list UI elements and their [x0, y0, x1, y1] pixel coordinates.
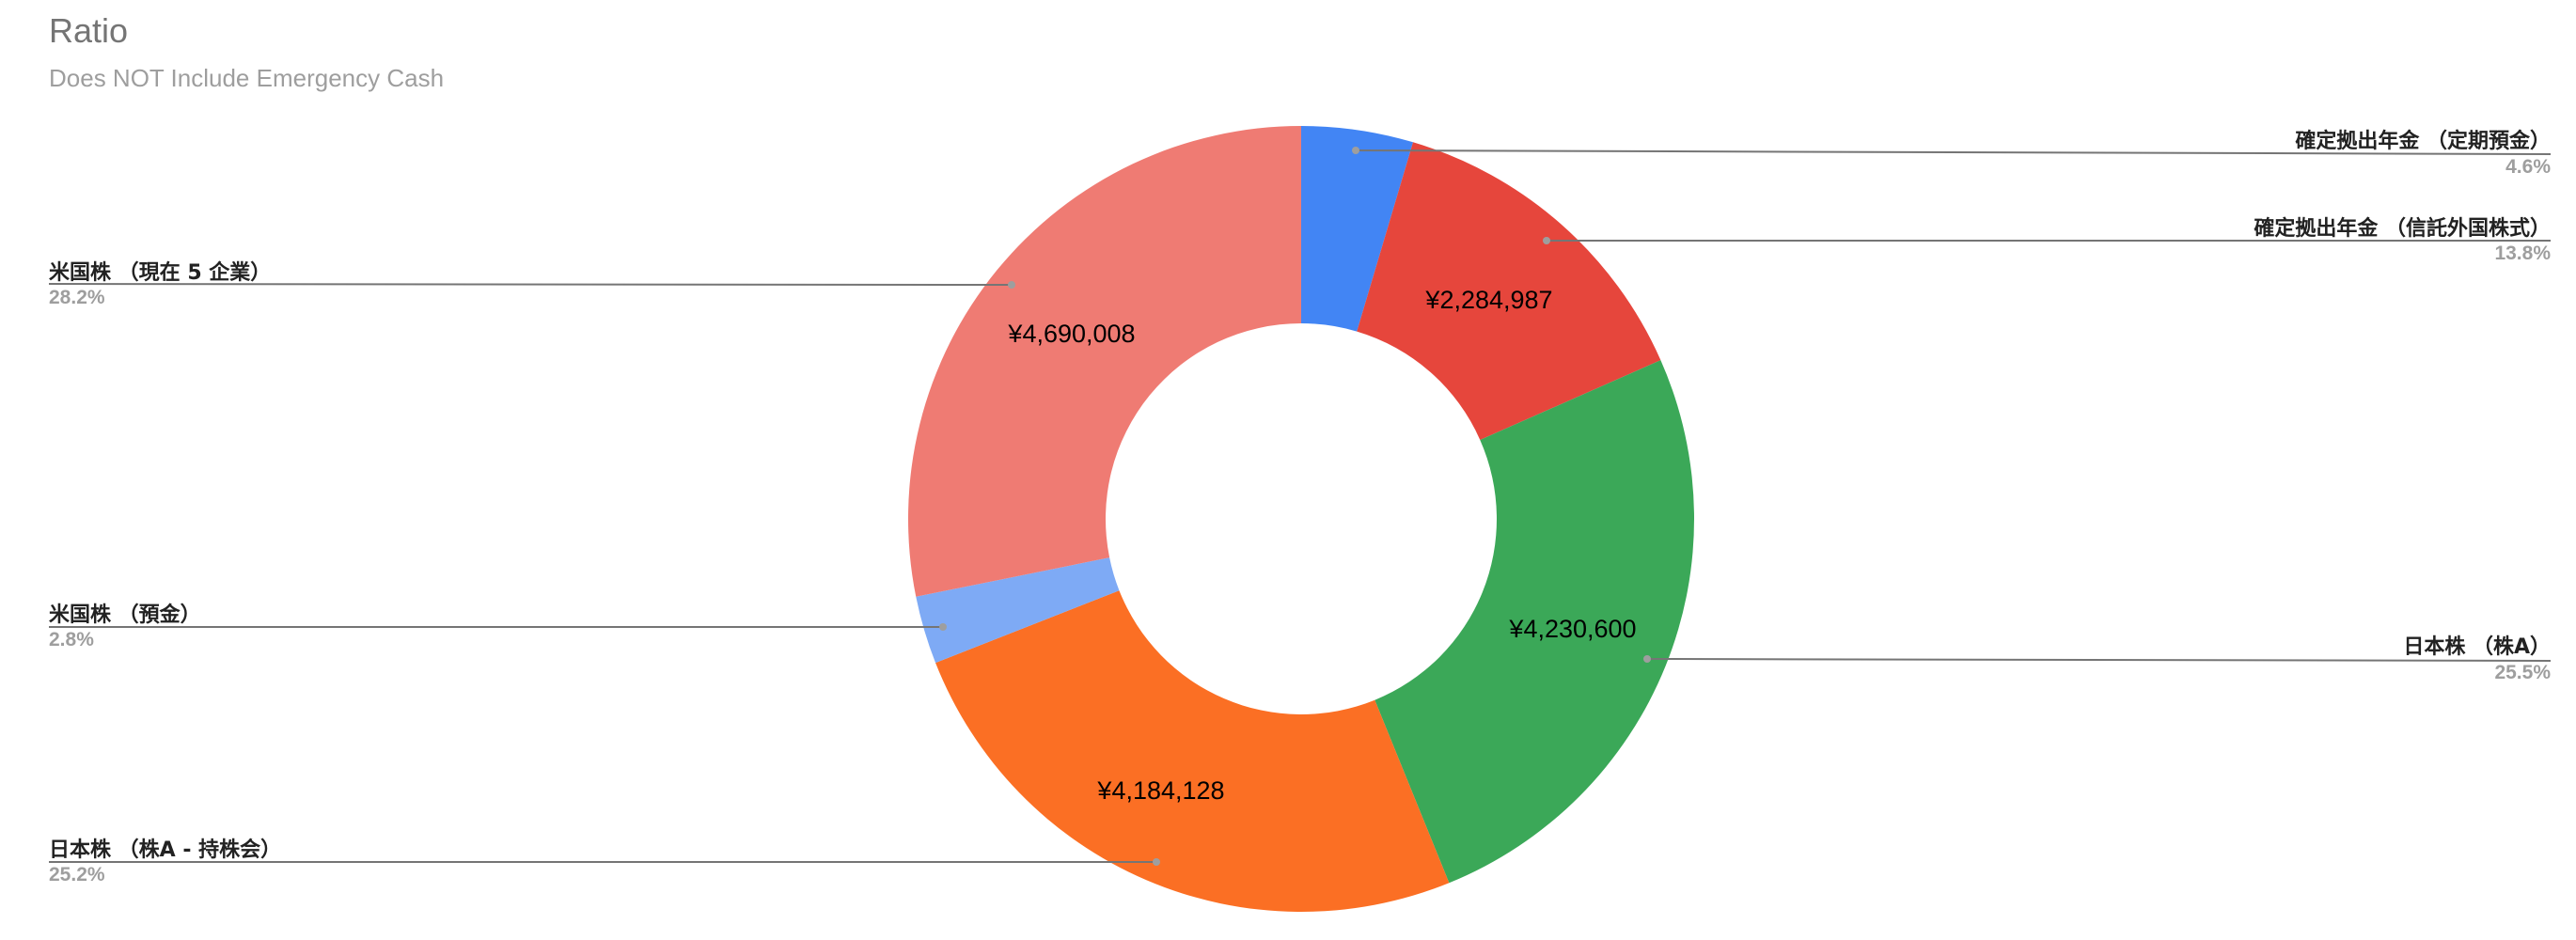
leader-dots: [939, 147, 1651, 866]
legend-label-yokin: 米国株 （預金）: [49, 603, 201, 627]
value-label-us5: ¥4,690,008: [1007, 320, 1135, 348]
legend-pct-teiki: 4.6%: [2505, 156, 2551, 178]
chart-title: Ratio: [49, 11, 129, 50]
legend-label-mochikabu: 日本株 （株A - 持株会）: [49, 838, 282, 862]
donut-slice[interactable]: [1301, 126, 1414, 332]
legend-label-kabuA: 日本株 （株A）: [2403, 635, 2551, 659]
legend-label-shintaku: 確定拠出年金 （信託外国株式）: [2254, 217, 2551, 241]
donut-slice[interactable]: [1374, 360, 1694, 884]
value-label-mochikabu: ¥4,184,128: [1096, 776, 1224, 805]
legend-pct-us5: 28.2%: [49, 287, 105, 308]
chart-subtitle: Does NOT Include Emergency Cash: [49, 64, 445, 92]
legend-pct-mochikabu: 25.2%: [49, 864, 105, 885]
legend-label-teiki: 確定拠出年金 （定期預金）: [2295, 130, 2551, 153]
leader-line-teiki: [1355, 149, 2552, 155]
leader-line-us5: [48, 283, 1013, 286]
value-label-shintaku: ¥2,284,987: [1424, 286, 1552, 314]
value-label-kabuA: ¥4,230,600: [1508, 615, 1636, 643]
leader-line-kabuA: [1646, 658, 2552, 662]
donut-slice[interactable]: [935, 590, 1450, 912]
leader-lines: [48, 149, 2552, 863]
legend-pct-yokin: 2.8%: [49, 629, 94, 650]
legend-label-us5: 米国株 （現在 5 企業）: [49, 261, 272, 285]
legend-pct-kabuA: 25.5%: [2494, 662, 2551, 683]
donut-slices: [907, 126, 1694, 912]
legend-pct-shintaku: 13.8%: [2494, 243, 2551, 264]
donut-slice[interactable]: [1357, 142, 1661, 440]
donut-slice[interactable]: [907, 126, 1301, 597]
donut-slice[interactable]: [916, 557, 1120, 664]
